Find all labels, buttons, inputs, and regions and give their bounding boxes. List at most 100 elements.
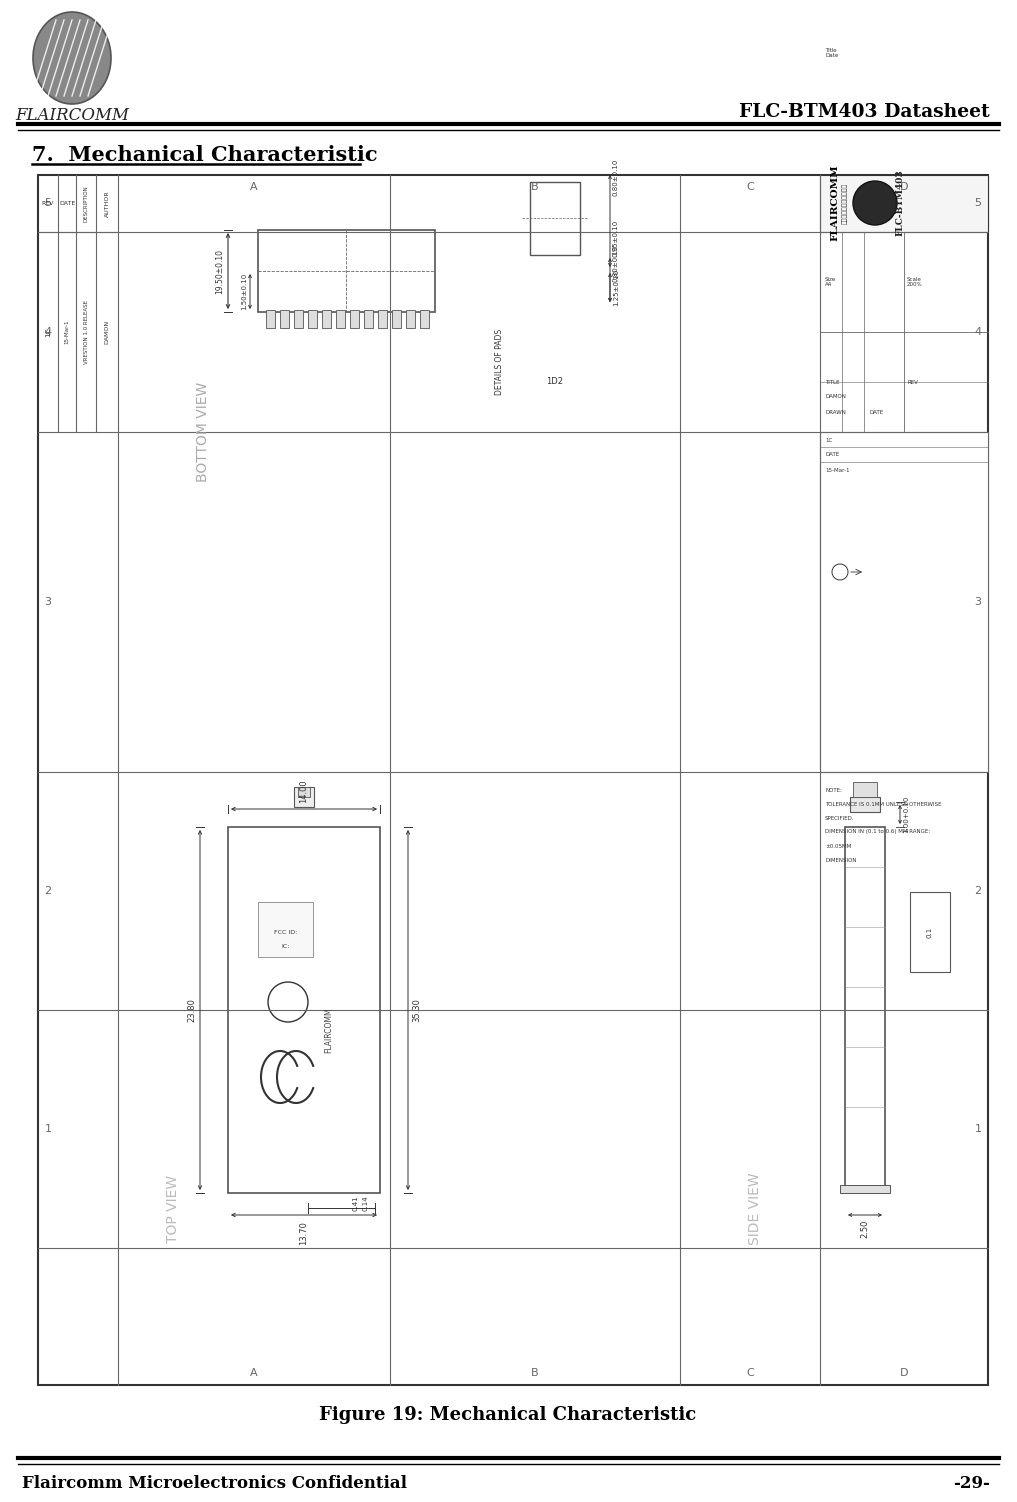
Text: FLAIRCOMM: FLAIRCOMM — [324, 1008, 334, 1053]
Text: -29-: -29- — [953, 1475, 990, 1493]
Text: BOTTOM VIEW: BOTTOM VIEW — [196, 382, 210, 482]
Text: TOLERANCE IS 0.1MM UNLESS OTHERWISE: TOLERANCE IS 0.1MM UNLESS OTHERWISE — [825, 802, 942, 807]
Bar — [378, 309, 387, 327]
Bar — [840, 1185, 890, 1193]
Text: C: C — [746, 1368, 754, 1377]
Text: SPECIFIED.: SPECIFIED. — [825, 816, 854, 820]
Text: 19.50±0.10: 19.50±0.10 — [215, 248, 224, 293]
Text: 1C: 1C — [825, 437, 832, 443]
Text: FLC-BTM403 Datasheet: FLC-BTM403 Datasheet — [739, 104, 990, 122]
Text: DESCRIPTION: DESCRIPTION — [83, 185, 88, 222]
Text: DATE: DATE — [59, 201, 75, 206]
Text: Flaircomm Microelectronics Confidential: Flaircomm Microelectronics Confidential — [22, 1475, 407, 1493]
Bar — [910, 892, 950, 972]
Text: 0.1: 0.1 — [928, 927, 933, 937]
Bar — [850, 798, 880, 813]
Text: DATE: DATE — [870, 410, 884, 415]
Text: DATE: DATE — [825, 452, 839, 457]
Bar — [308, 309, 317, 327]
Bar — [350, 309, 359, 327]
Text: DAMON: DAMON — [825, 395, 846, 400]
Text: 2: 2 — [974, 886, 981, 897]
Text: 15-Mar-1: 15-Mar-1 — [825, 467, 849, 473]
Text: 0.41: 0.41 — [352, 1196, 358, 1211]
Text: 福建星闪微电子有限公司: 福建星闪微电子有限公司 — [842, 182, 847, 224]
Ellipse shape — [33, 12, 111, 104]
Bar — [336, 309, 345, 327]
Text: A: A — [250, 182, 258, 192]
Text: 5: 5 — [45, 198, 52, 207]
Text: TITLE: TITLE — [825, 380, 839, 385]
Text: SIDE VIEW: SIDE VIEW — [747, 1173, 762, 1245]
Text: 3: 3 — [45, 596, 52, 607]
Text: 13.70: 13.70 — [299, 1221, 308, 1245]
Bar — [266, 309, 275, 327]
Bar — [294, 787, 314, 807]
Bar — [322, 309, 331, 327]
Text: 0.95±0.10: 0.95±0.10 — [613, 219, 619, 257]
Bar — [258, 230, 435, 312]
Bar — [38, 176, 988, 1385]
Text: TOP VIEW: TOP VIEW — [166, 1175, 180, 1244]
Bar — [820, 433, 988, 772]
Text: Figure 19: Mechanical Characteristic: Figure 19: Mechanical Characteristic — [319, 1406, 697, 1424]
Bar — [406, 309, 415, 327]
Text: Title
Date: Title Date — [825, 48, 838, 59]
Text: 1.00+0.10: 1.00+0.10 — [903, 796, 909, 832]
Text: FLAIRCOMM: FLAIRCOMM — [830, 165, 839, 242]
Text: 1C: 1C — [45, 327, 51, 336]
Text: 15-Mar-1: 15-Mar-1 — [64, 320, 69, 344]
Text: 1.25±0.10: 1.25±0.10 — [613, 269, 619, 305]
Bar — [392, 309, 401, 327]
Text: FLC-BTM403: FLC-BTM403 — [896, 170, 904, 236]
Bar — [420, 309, 429, 327]
Text: FCC ID:: FCC ID: — [275, 930, 298, 934]
Text: VRESTION 1.0 RELEASE: VRESTION 1.0 RELEASE — [83, 300, 88, 363]
Text: Size
A4: Size A4 — [825, 276, 836, 287]
Text: 3: 3 — [974, 596, 981, 607]
Text: 0.80±0.10: 0.80±0.10 — [613, 245, 619, 282]
Text: 1: 1 — [45, 1123, 52, 1134]
Text: 1: 1 — [974, 1123, 981, 1134]
Text: 2.50: 2.50 — [860, 1220, 870, 1238]
Text: ±0.05MM: ±0.05MM — [825, 844, 851, 849]
Text: DRAWN: DRAWN — [825, 410, 846, 415]
Circle shape — [853, 182, 897, 225]
Text: D: D — [900, 1368, 908, 1377]
Text: 0.80±0.10: 0.80±0.10 — [613, 158, 619, 195]
Text: NOTE:: NOTE: — [825, 787, 842, 793]
Text: 2: 2 — [45, 886, 52, 897]
Text: B: B — [531, 1368, 539, 1377]
Text: REV: REV — [907, 380, 918, 385]
Text: DAMON: DAMON — [105, 320, 110, 344]
Text: DIMENSION: DIMENSION — [825, 858, 856, 862]
Text: REV: REV — [42, 201, 54, 206]
Bar — [298, 787, 310, 798]
Text: 4: 4 — [45, 327, 52, 336]
Text: 1.50±0.10: 1.50±0.10 — [241, 272, 247, 309]
Text: 14.00: 14.00 — [299, 780, 308, 804]
Text: 35.30: 35.30 — [412, 997, 421, 1021]
Bar — [530, 182, 580, 255]
Bar — [228, 828, 380, 1193]
Text: FLAIRCOMM: FLAIRCOMM — [15, 107, 129, 123]
Text: IC:: IC: — [282, 945, 290, 949]
Text: 0.14: 0.14 — [362, 1196, 368, 1211]
Text: D: D — [900, 182, 908, 192]
Text: AUTHOR: AUTHOR — [105, 191, 110, 216]
Text: 23.80: 23.80 — [187, 997, 196, 1021]
Text: DIMENSION IN (0.1 to 0.6) MM RANGE:: DIMENSION IN (0.1 to 0.6) MM RANGE: — [825, 829, 931, 835]
Bar — [845, 828, 885, 1193]
Bar — [280, 309, 289, 327]
Text: C: C — [746, 182, 754, 192]
Text: DETAILS OF PADS: DETAILS OF PADS — [495, 329, 504, 395]
Text: 5: 5 — [974, 198, 981, 207]
Text: 1D2: 1D2 — [546, 377, 563, 386]
Text: A: A — [250, 1368, 258, 1377]
Bar — [294, 309, 303, 327]
Bar — [364, 309, 373, 327]
Text: 4: 4 — [974, 327, 981, 336]
Text: B: B — [531, 182, 539, 192]
Bar — [258, 903, 313, 957]
Text: 7.  Mechanical Characteristic: 7. Mechanical Characteristic — [32, 146, 377, 165]
